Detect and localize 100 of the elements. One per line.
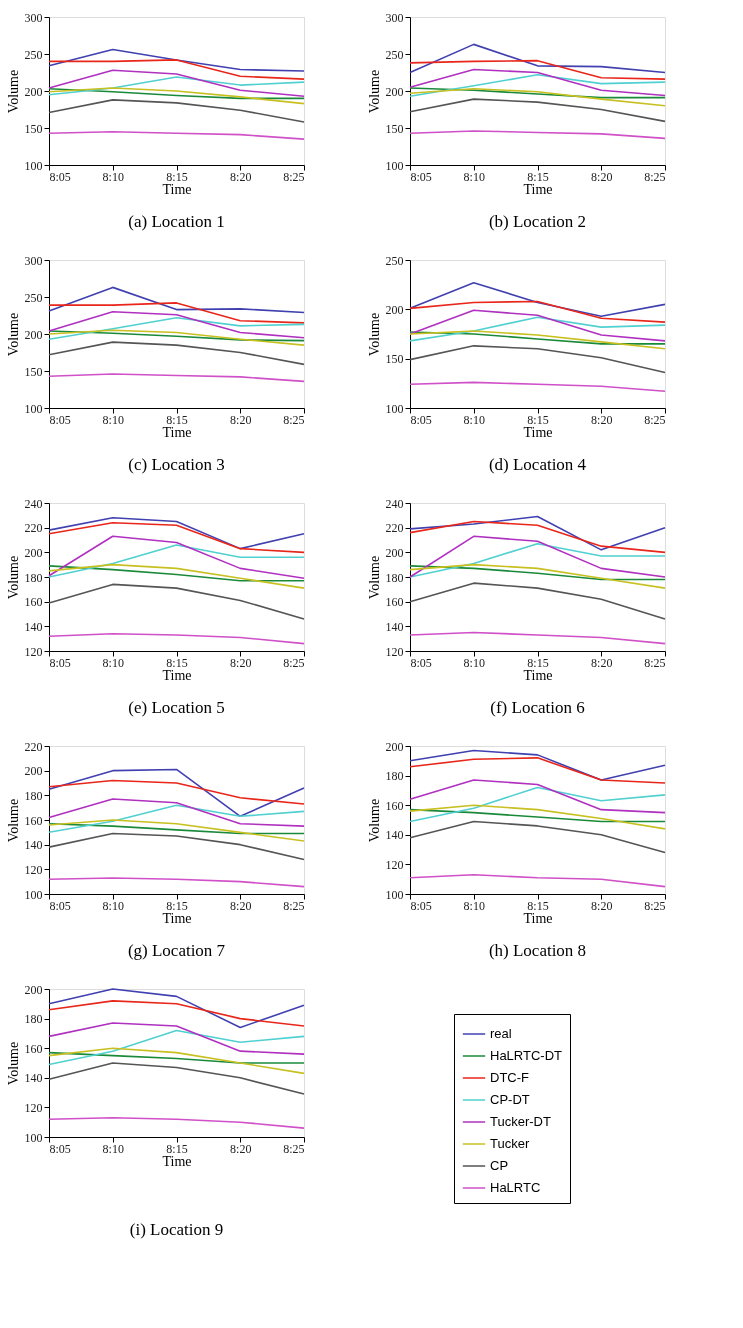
x-tick-label: 8:15 <box>527 412 549 427</box>
y-tick-label: 100 <box>385 158 404 173</box>
x-tick-label: 8:25 <box>644 169 666 184</box>
line-series <box>48 99 305 123</box>
y-tick-label: 200 <box>24 327 43 342</box>
line-series <box>48 1029 305 1066</box>
line-series <box>48 632 305 645</box>
x-tick-label: 8:05 <box>410 898 432 913</box>
text: (f) Location 6 <box>490 698 585 717</box>
line-series <box>48 316 305 340</box>
y-tick-label: 250 <box>385 47 404 62</box>
x-axis-title: Time <box>523 667 553 683</box>
y-tick-label: 200 <box>385 302 404 317</box>
y-tick-label: 300 <box>24 253 43 268</box>
text: (c) Location 3 <box>128 455 225 474</box>
y-tick-label: 220 <box>24 739 43 754</box>
y-tick-label: 150 <box>385 352 404 367</box>
text: (h) Location 8 <box>488 941 587 960</box>
legend-label: Tucker <box>490 1136 530 1151</box>
x-tick-label: 8:15 <box>527 169 549 184</box>
x-tick-label: 8:05 <box>410 655 432 670</box>
x-tick-label: 8:15 <box>166 1141 188 1156</box>
x-axis-title: Time <box>162 424 192 440</box>
y-tick-label: 180 <box>24 788 43 803</box>
y-axis-title: Volume <box>5 555 21 600</box>
x-tick-label: 8:05 <box>410 412 432 427</box>
legend-label: HaLRTC <box>490 1180 541 1195</box>
legend-label: DTC-F <box>490 1070 530 1085</box>
y-tick-label: 100 <box>24 158 43 173</box>
x-tick-label: 8:20 <box>230 412 252 427</box>
line-series <box>48 59 305 80</box>
legend-label: Tucker-DT <box>490 1114 551 1129</box>
line-series <box>409 804 666 830</box>
line-series <box>48 341 305 366</box>
x-axis-title: Time <box>162 910 192 926</box>
y-tick-label: 120 <box>385 857 404 872</box>
y-tick-label: 160 <box>385 798 404 813</box>
line-series <box>409 757 666 784</box>
line-series <box>48 373 305 383</box>
y-axis-title: Volume <box>366 69 382 114</box>
y-tick-label: 300 <box>24 10 43 25</box>
line-series <box>48 1047 305 1075</box>
line-series <box>48 822 305 835</box>
line-series <box>409 542 666 578</box>
x-tick-label: 8:10 <box>102 169 124 184</box>
y-axis-title: Volume <box>366 312 382 357</box>
y-tick-label: 200 <box>24 545 43 560</box>
line-series <box>48 798 305 827</box>
line-series <box>48 565 305 582</box>
y-axis-title: Volume <box>5 312 21 357</box>
x-tick-label: 8:15 <box>166 655 188 670</box>
x-tick-label: 8:20 <box>591 412 613 427</box>
line-series <box>409 582 666 620</box>
x-tick-label: 8:25 <box>283 1141 305 1156</box>
line-series <box>409 300 666 323</box>
line-series <box>409 808 666 823</box>
y-axis-title: Volume <box>5 69 21 114</box>
line-series <box>409 786 666 823</box>
y-tick-label: 200 <box>385 84 404 99</box>
line-series <box>48 1022 305 1055</box>
line-series <box>48 76 305 96</box>
x-axis-title: Time <box>162 181 192 197</box>
x-tick-label: 8:15 <box>166 169 188 184</box>
y-tick-label: 120 <box>24 1100 43 1115</box>
y-tick-label: 140 <box>385 828 404 843</box>
y-tick-label: 250 <box>24 47 43 62</box>
x-tick-label: 8:10 <box>463 898 485 913</box>
line-series <box>409 98 666 123</box>
y-tick-label: 300 <box>385 10 404 25</box>
x-axis-title: Time <box>523 424 553 440</box>
text: (i) Location 9 <box>129 1219 224 1239</box>
line-series <box>409 330 666 350</box>
y-tick-label: 200 <box>24 84 43 99</box>
x-tick-label: 8:20 <box>230 169 252 184</box>
x-axis-title: Time <box>523 910 553 926</box>
line-series <box>48 804 305 834</box>
x-tick-label: 8:25 <box>283 655 305 670</box>
line-series <box>48 1051 305 1064</box>
text: (e) Location 5 <box>128 698 225 717</box>
line-series <box>409 59 666 80</box>
legend-label: real <box>490 1026 512 1041</box>
line-series <box>48 583 305 620</box>
line-series <box>409 73 666 97</box>
line-series <box>409 331 666 345</box>
text: (d) Location 4 <box>488 455 587 474</box>
line-series <box>409 345 666 374</box>
line-series <box>409 68 666 97</box>
y-axis-title: Volume <box>5 798 21 843</box>
line-series <box>409 749 666 781</box>
line-series <box>48 1000 305 1027</box>
y-tick-label: 160 <box>385 595 404 610</box>
y-tick-label: 250 <box>385 253 404 268</box>
y-tick-label: 140 <box>24 619 43 634</box>
line-series <box>409 316 666 342</box>
x-tick-label: 8:20 <box>230 655 252 670</box>
line-series <box>48 832 305 861</box>
y-tick-label: 200 <box>385 739 404 754</box>
y-tick-label: 240 <box>24 496 43 511</box>
y-tick-label: 160 <box>24 1041 43 1056</box>
line-series <box>409 873 666 888</box>
